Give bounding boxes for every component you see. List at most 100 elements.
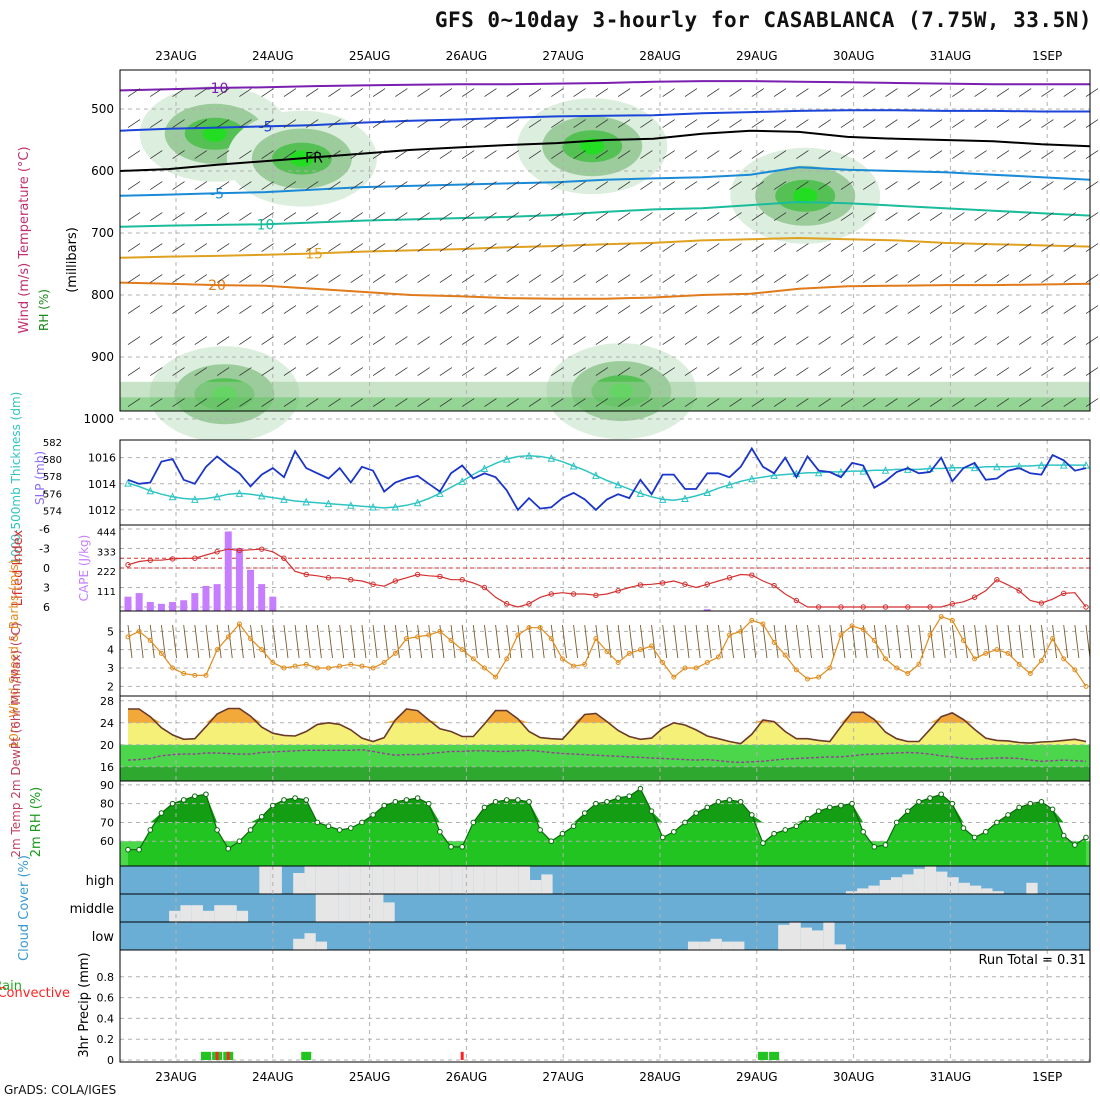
rh-marker: [938, 791, 944, 798]
wind-barb: [840, 367, 854, 376]
surface-wind-barb: [406, 624, 411, 659]
wind-barb: [840, 398, 854, 407]
wind-barb: [328, 367, 341, 376]
date-label-top: 26AUG: [446, 49, 488, 63]
wind-barb: [283, 243, 297, 252]
wind-barb: [929, 367, 943, 376]
wind-speed-marker: [481, 665, 487, 671]
cloud-bar-middle: [315, 894, 328, 922]
wind-barb: [885, 305, 898, 314]
wind-barb: [528, 398, 542, 407]
lifted-index-marker: [236, 547, 243, 554]
cape-bar: [157, 603, 165, 611]
slp-tick-label: 1014: [88, 478, 116, 491]
cloud-bar-middle: [191, 905, 203, 922]
rh-marker: [414, 795, 421, 801]
wind-barb: [729, 212, 742, 221]
wind-barb: [684, 88, 698, 97]
wind-barb: [194, 243, 208, 252]
cape-tick-label: 333: [97, 547, 116, 558]
wind-barb: [662, 398, 675, 407]
wind-barb: [216, 119, 230, 128]
wind-barb: [840, 305, 854, 314]
thickness-marker: [346, 501, 355, 509]
isotherm-line: [119, 281, 1091, 300]
wind-barb: [372, 88, 386, 97]
cloud-bar-high: [992, 891, 1004, 894]
date-label-bottom: 26AUG: [446, 1070, 488, 1084]
thickness-tick-label: 582: [43, 438, 62, 449]
wind-barb: [974, 274, 987, 283]
thickness-marker: [302, 497, 311, 506]
wind-barb: [239, 88, 252, 97]
wind-barb: [194, 181, 208, 190]
temp-tick-label: 20: [100, 739, 114, 752]
wind-barb: [328, 212, 341, 221]
lifted-index-marker: [838, 604, 844, 610]
wind-barb: [885, 274, 898, 283]
lifted-index-marker: [570, 591, 577, 597]
wind-barb: [907, 150, 920, 159]
wind-barb: [350, 88, 364, 97]
cloud-bar-high: [981, 888, 993, 894]
lifted-index-marker: [169, 556, 176, 562]
rh-marker: [1038, 798, 1045, 805]
wind-barb: [283, 367, 297, 376]
wind-barb: [216, 367, 230, 376]
wind-barb: [350, 150, 364, 159]
wind-barb: [996, 336, 1010, 345]
surface-wind-barb: [829, 624, 835, 659]
wind-speed-marker: [314, 665, 320, 671]
wind-barb: [640, 367, 653, 376]
isotherm-line: [119, 129, 1091, 172]
wind-barb: [907, 398, 920, 407]
wind-barb: [283, 336, 297, 345]
lifted-index-marker: [905, 604, 911, 610]
wind-barb: [684, 305, 698, 314]
wind-barb: [328, 243, 341, 252]
wind-speed-marker: [960, 638, 966, 643]
wind-barb: [528, 274, 542, 283]
lifted-index-marker: [682, 581, 688, 587]
wind-barb: [751, 274, 765, 283]
wind-barb: [350, 274, 364, 283]
surface-wind-barb: [818, 624, 824, 659]
cloud-bar-high: [947, 877, 959, 894]
cloud-bar-high: [924, 866, 937, 894]
wind-speed-marker: [571, 663, 577, 669]
wind-barb: [1063, 305, 1076, 314]
wind-barb: [306, 88, 319, 97]
date-label-top: 1SEP: [1032, 49, 1062, 63]
wind-barb: [796, 367, 809, 376]
cloud-bar-low: [687, 941, 700, 950]
surface-wind-barb: [394, 624, 400, 659]
wind-barb: [283, 150, 297, 159]
wind-speed-marker: [637, 647, 643, 653]
wind-speed-marker: [326, 665, 332, 671]
wind-barb: [484, 243, 497, 252]
axis-label-wind: 10m Wind Speed & Barbs (m/s): [7, 560, 21, 749]
rh-tick-label: 80: [100, 798, 114, 811]
wind-speed-marker: [771, 639, 777, 645]
surface-wind-barb: [717, 624, 723, 659]
wind-barb: [439, 243, 453, 252]
wind-barb: [996, 398, 1010, 407]
thickness-marker: [547, 454, 556, 462]
wind-barb: [729, 367, 742, 376]
date-label-top: 23AUG: [155, 49, 197, 63]
wind-barb: [595, 367, 609, 376]
surface-wind-barb: [484, 624, 489, 659]
cloud-bar-middle: [383, 902, 395, 922]
wind-barb: [461, 336, 475, 345]
li-tick-label: 3: [43, 582, 50, 595]
cloud-bar-low: [778, 924, 790, 950]
thickness-marker: [369, 502, 377, 511]
wind-barb: [194, 119, 208, 128]
rh-marker: [593, 800, 599, 807]
wind-barb: [395, 212, 408, 221]
wind-speed-marker: [949, 617, 955, 623]
surface-wind-barb: [1018, 624, 1024, 659]
rh-marker: [771, 830, 777, 837]
wind-speed-marker: [504, 656, 510, 662]
wind-barb: [372, 243, 386, 252]
